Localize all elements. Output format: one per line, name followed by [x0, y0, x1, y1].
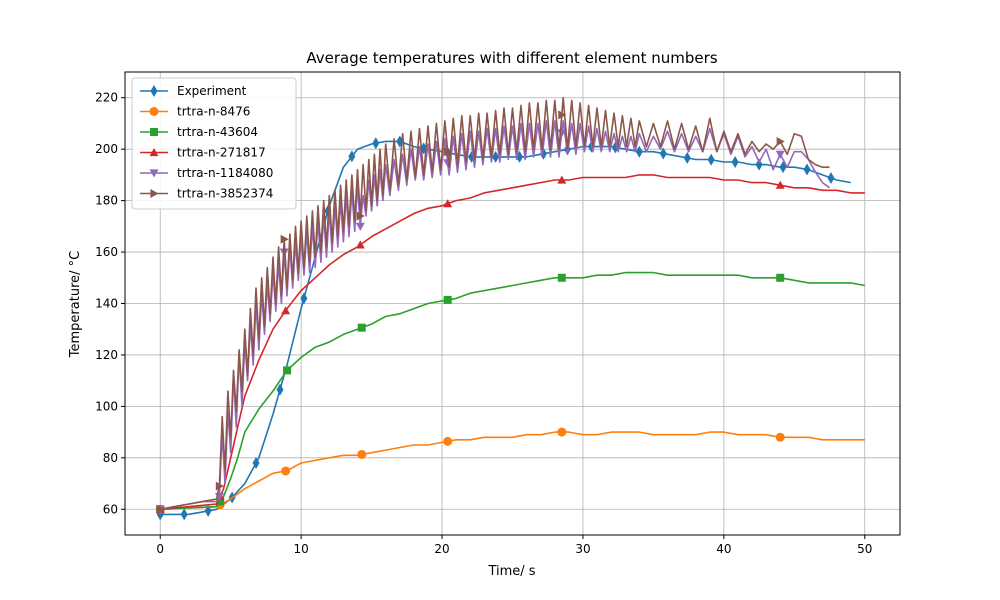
data-point: [281, 466, 290, 475]
legend-label: Experiment: [177, 84, 247, 98]
data-point: [777, 137, 785, 146]
data-point: [181, 508, 188, 520]
data-point: [444, 296, 452, 304]
y-tick-label: 100: [95, 399, 118, 413]
x-tick-label: 20: [434, 542, 449, 556]
legend-label: trtra-n-8476: [177, 105, 250, 119]
data-point: [776, 151, 785, 159]
legend-label: trtra-n-271817: [177, 146, 266, 160]
series-trtra-n-271817: [156, 175, 865, 513]
x-tick-label: 40: [716, 542, 731, 556]
data-point: [372, 137, 379, 149]
y-tick-label: 140: [95, 297, 118, 311]
legend-marker: [150, 107, 159, 116]
y-tick-label: 160: [95, 245, 118, 259]
data-point: [557, 428, 566, 437]
data-point: [776, 274, 784, 282]
y-tick-label: 120: [95, 348, 118, 362]
data-point: [283, 366, 291, 374]
x-axis-label: Time/ s: [487, 564, 535, 579]
data-point: [443, 437, 452, 446]
legend-label: trtra-n-3852374: [177, 187, 273, 201]
data-point: [356, 223, 365, 231]
data-point: [732, 156, 739, 168]
series-line: [160, 175, 865, 509]
legend: Experiment trtra-n-8476 trtra-n-43604 trtra…: [132, 78, 296, 209]
legend-label: trtra-n-1184080: [177, 166, 273, 180]
x-tick-label: 10: [293, 542, 308, 556]
data-point: [357, 450, 366, 459]
data-point: [827, 172, 834, 184]
data-point: [776, 433, 785, 442]
data-point: [684, 152, 691, 164]
data-point: [358, 324, 366, 332]
y-tick-label: 60: [103, 502, 118, 516]
legend-label: trtra-n-43604: [177, 125, 258, 139]
y-tick-label: 80: [103, 451, 118, 465]
data-point: [708, 154, 715, 166]
x-tick-label: 0: [156, 542, 164, 556]
y-tick-label: 220: [95, 91, 118, 105]
y-tick-label: 180: [95, 194, 118, 208]
legend-marker: [150, 128, 158, 136]
data-point: [558, 274, 566, 282]
x-tick-label: 30: [575, 542, 590, 556]
series-trtra-n-8476: [156, 428, 865, 514]
data-point: [804, 163, 811, 175]
y-tick-label: 200: [95, 142, 118, 156]
y-axis-label: Temperature/ °C: [68, 251, 83, 358]
chart-title: Average temperatures with different elem…: [306, 49, 717, 67]
series-line: [160, 432, 865, 509]
x-tick-label: 50: [857, 542, 872, 556]
